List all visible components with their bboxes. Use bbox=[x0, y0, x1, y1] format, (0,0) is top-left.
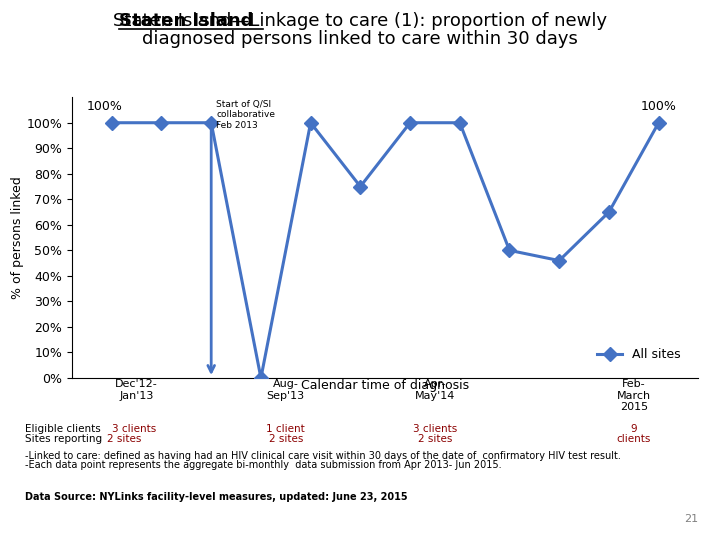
Legend: All sites: All sites bbox=[593, 343, 686, 366]
Text: 3 clients: 3 clients bbox=[413, 424, 457, 434]
Text: Sites reporting: Sites reporting bbox=[25, 434, 106, 444]
Text: Apr-
May'14: Apr- May'14 bbox=[415, 379, 455, 401]
Text: Aug-
Sep'13: Aug- Sep'13 bbox=[266, 379, 305, 401]
Text: clients: clients bbox=[616, 434, 651, 444]
Text: 1 client: 1 client bbox=[266, 424, 305, 434]
Text: 2 sites: 2 sites bbox=[107, 434, 141, 444]
Text: Feb-
March
2015: Feb- March 2015 bbox=[617, 379, 651, 412]
Text: -Each data point represents the aggregate bi-monthly  data submission from Apr 2: -Each data point represents the aggregat… bbox=[25, 460, 502, 470]
Text: 3 clients: 3 clients bbox=[112, 424, 156, 434]
Text: diagnosed persons linked to care within 30 days: diagnosed persons linked to care within … bbox=[142, 30, 578, 48]
Text: Start of Q/SI
collaborative
Feb 2013: Start of Q/SI collaborative Feb 2013 bbox=[216, 100, 275, 130]
Text: 9: 9 bbox=[631, 424, 637, 434]
Text: Data Source: NYLinks facility-level measures, updated: June 23, 2015: Data Source: NYLinks facility-level meas… bbox=[25, 492, 408, 503]
Text: Calendar time of diagnosis: Calendar time of diagnosis bbox=[301, 379, 469, 392]
Text: Eligible clients: Eligible clients bbox=[25, 424, 104, 434]
Text: Dec'12-
Jan'13: Dec'12- Jan'13 bbox=[115, 379, 158, 401]
Text: -Linked to care: defined as having had an HIV clinical care visit within 30 days: -Linked to care: defined as having had a… bbox=[25, 451, 621, 461]
Text: 100%: 100% bbox=[86, 99, 122, 112]
Y-axis label: % of persons linked: % of persons linked bbox=[11, 176, 24, 299]
Text: 2 sites: 2 sites bbox=[269, 434, 303, 444]
Text: 100%: 100% bbox=[641, 99, 677, 112]
Text: Staten Island: Staten Island bbox=[119, 12, 253, 30]
Text: 21: 21 bbox=[684, 514, 698, 524]
Text: Staten Island—Linkage to care (1): proportion of newly: Staten Island—Linkage to care (1): propo… bbox=[113, 12, 607, 30]
Text: 2 sites: 2 sites bbox=[418, 434, 452, 444]
